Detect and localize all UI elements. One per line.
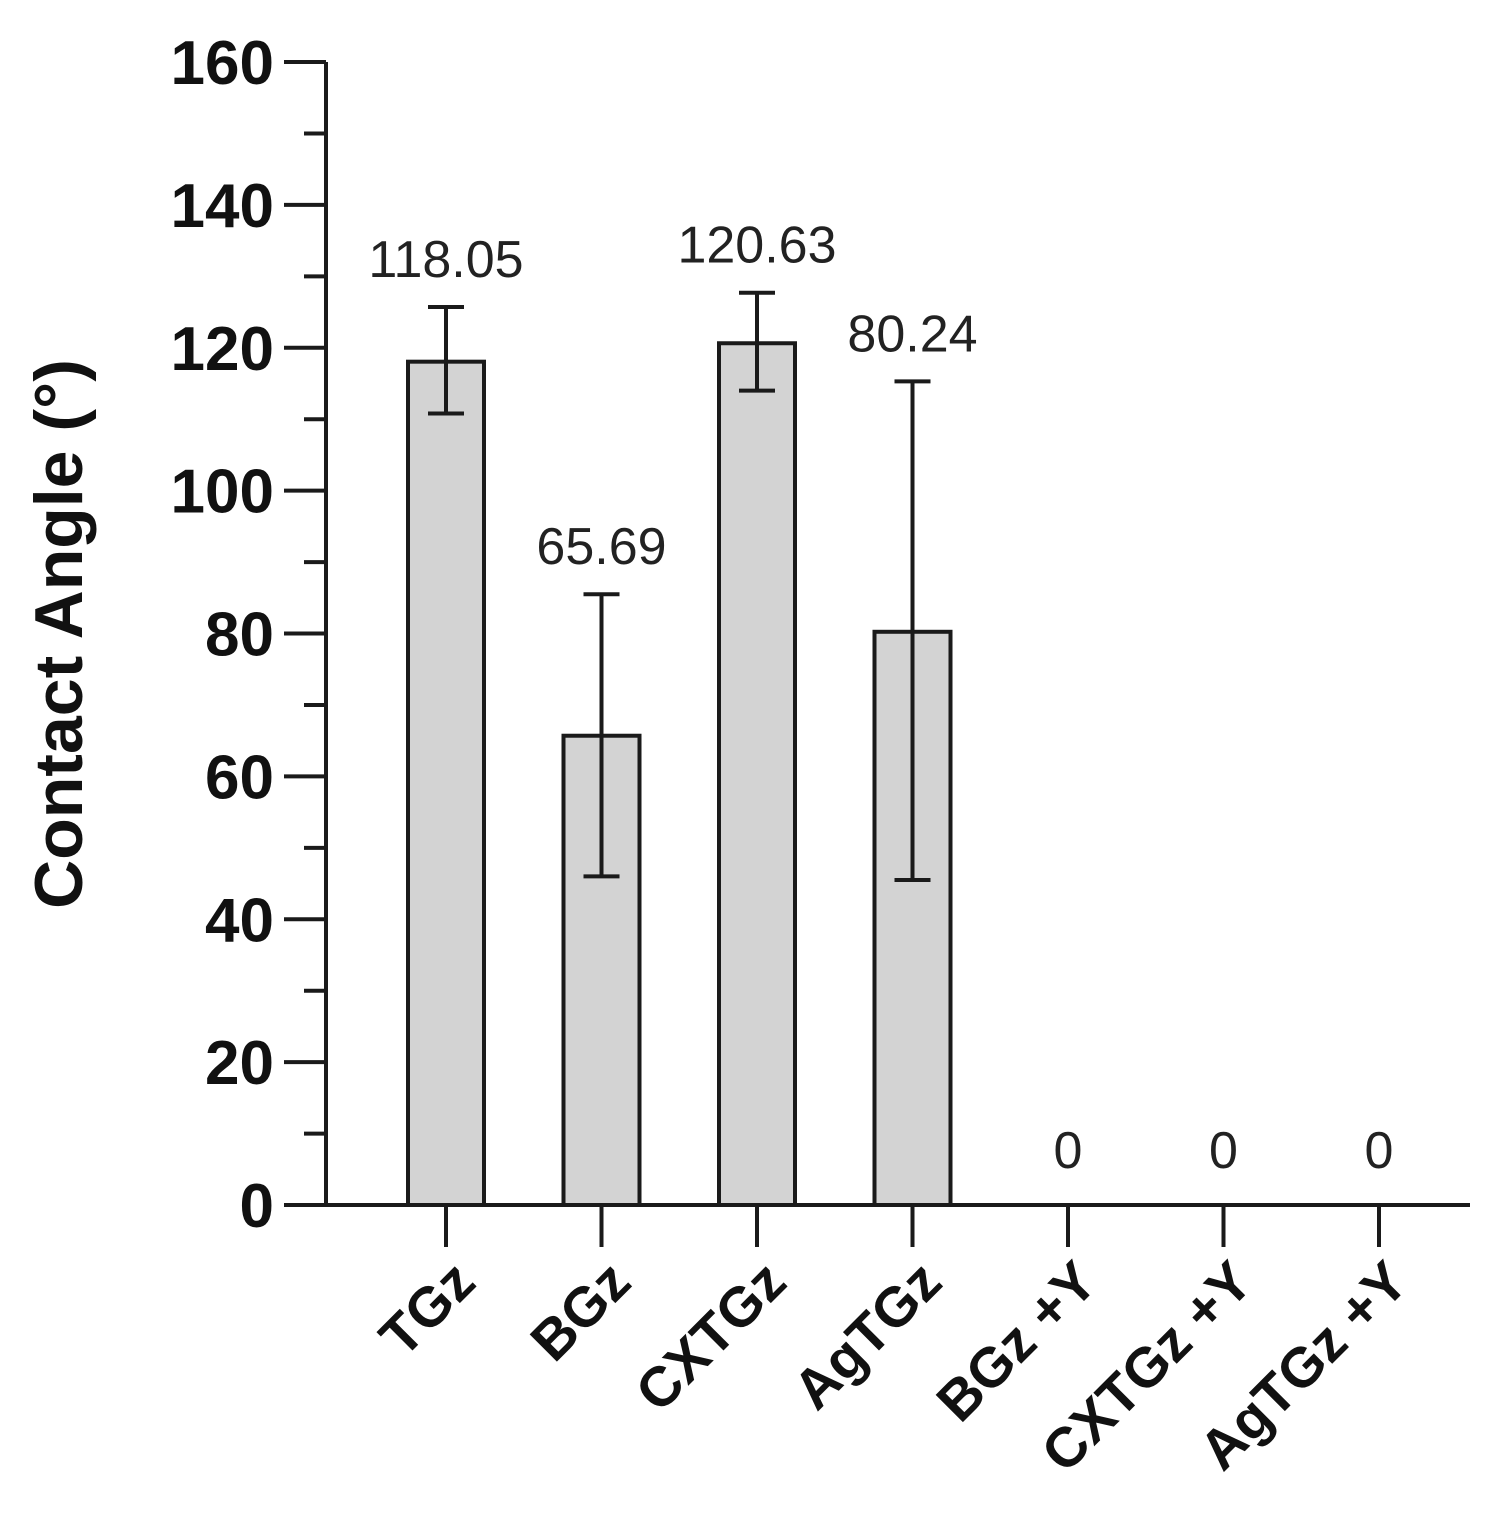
data-label: 118.05 — [368, 231, 523, 289]
data-label: 80.24 — [847, 305, 977, 363]
x-tick-label: TGz — [367, 1249, 486, 1368]
y-tick-label: 60 — [205, 743, 274, 812]
bar — [406, 359, 486, 1207]
y-tick-label: 140 — [171, 172, 274, 241]
x-tick-label: BGz — [518, 1249, 642, 1373]
y-tick-label: 0 — [240, 1172, 274, 1241]
bar — [717, 341, 797, 1207]
y-tick-label: 160 — [171, 29, 274, 98]
bars-layer — [406, 341, 953, 1207]
x-tick-label: AgTGz — [781, 1249, 953, 1421]
y-axis: 0 20 40 60 80 100 120 140 160 — [171, 29, 328, 1241]
y-tick-label: 40 — [205, 886, 274, 955]
error-bars-layer — [428, 290, 931, 882]
data-label: 120.63 — [677, 217, 836, 275]
y-tick-label: 80 — [205, 601, 274, 670]
data-label: 0 — [1365, 1122, 1394, 1180]
x-tick-label: CXTGz — [623, 1249, 797, 1423]
data-label: 0 — [1209, 1122, 1238, 1180]
data-label: 0 — [1054, 1122, 1083, 1180]
y-tick-label: 120 — [171, 315, 274, 384]
y-tick-label: 100 — [171, 458, 274, 527]
y-tick-label: 20 — [205, 1029, 274, 1098]
data-label: 65.69 — [536, 518, 666, 576]
y-axis-title: Contact Angle (°) — [21, 359, 97, 909]
